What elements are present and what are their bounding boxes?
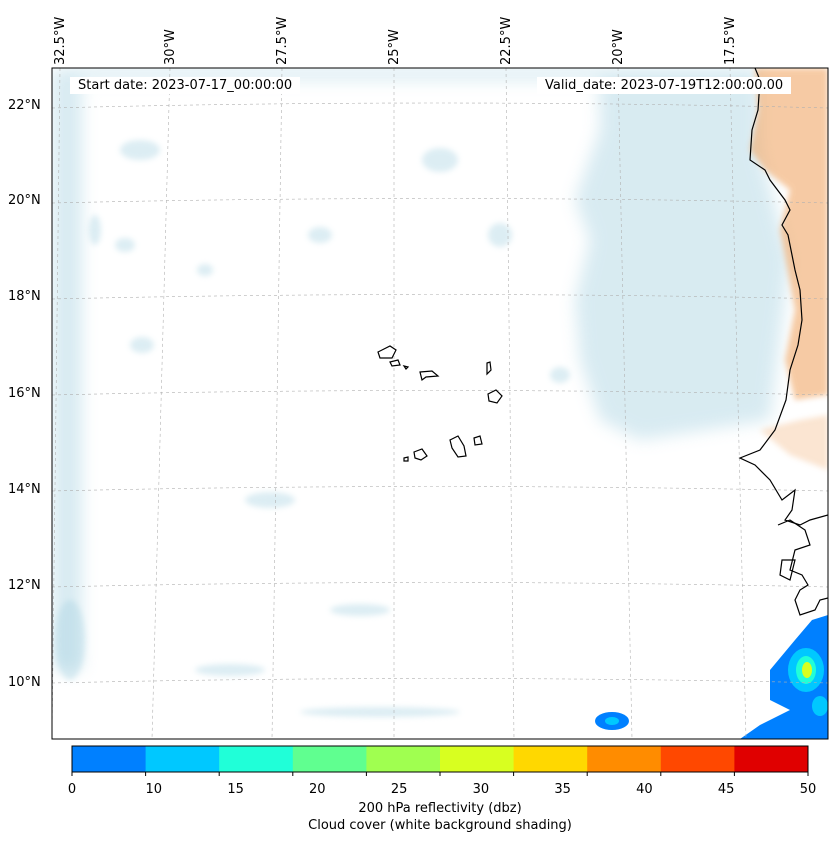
cloud-strip-west	[52, 70, 82, 670]
colorbar-tick-label: 15	[227, 782, 244, 797]
cloud-blob	[245, 492, 295, 508]
cloud-blob	[89, 215, 101, 245]
colorbar-segment	[366, 746, 441, 772]
cloud-blob	[130, 337, 154, 353]
cloud-blob	[120, 140, 160, 160]
lon-label: 30°W	[163, 29, 178, 65]
cloud-blob	[55, 600, 85, 680]
cloud-region-east	[575, 68, 790, 440]
orange-shading-land	[750, 68, 828, 470]
colorbar-segment	[513, 746, 588, 772]
colorbar-segment	[660, 746, 735, 772]
lat-label: 12°N	[8, 578, 41, 593]
parallel	[52, 678, 828, 684]
map-frame	[51, 67, 829, 740]
lat-label: 10°N	[8, 675, 41, 690]
start-date-label: Start date: 2023-07-17_00:00:00	[70, 77, 301, 94]
meridian	[52, 68, 61, 739]
colorbar-tick-label: 50	[799, 782, 817, 797]
island-santa-luzia	[402, 365, 410, 370]
parallel	[52, 198, 828, 204]
parallel	[52, 486, 828, 492]
cloud-blob	[300, 707, 460, 717]
parallel	[52, 102, 828, 109]
meridian	[729, 68, 747, 739]
reflectivity-cells	[595, 615, 828, 739]
island-sao-vicente	[389, 359, 401, 367]
colorbar-segment	[72, 746, 147, 772]
cloud-blob	[422, 148, 458, 172]
island-santo-antao	[377, 345, 397, 359]
lat-label: 18°N	[8, 289, 41, 304]
colorbar-tick-label: 30	[472, 782, 490, 797]
cloud-blob	[197, 264, 213, 276]
colorbar-tick-label: 40	[636, 782, 653, 797]
colorbar-tick-label: 10	[145, 782, 163, 797]
colorbar-segment	[734, 746, 809, 772]
island-maio	[473, 435, 483, 446]
cloud-blobs	[55, 140, 570, 717]
colorbar-tick-label: 25	[390, 782, 408, 797]
cloud-blob	[488, 223, 512, 247]
lon-label: 22.5°W	[499, 16, 514, 65]
parallel	[52, 582, 828, 588]
cloud-blob	[308, 227, 332, 243]
colorbar-segment	[145, 746, 220, 772]
graticule	[52, 68, 828, 739]
meridian	[505, 68, 515, 739]
lon-label: 20°W	[611, 29, 626, 65]
colorbar-segment	[440, 746, 515, 772]
colorbar-tick-label: 35	[554, 782, 571, 797]
island-brava	[403, 456, 409, 462]
lat-label: 16°N	[8, 386, 41, 401]
lon-label: 25°W	[387, 29, 402, 65]
colorbar-segment	[587, 746, 662, 772]
africa-coastline	[738, 68, 828, 616]
reflectivity-cell-southeast	[740, 615, 828, 739]
meridian	[271, 68, 283, 739]
meridian	[617, 68, 633, 739]
valid-date-label: Valid_date: 2023-07-19T12:00:00.00	[537, 77, 792, 94]
lon-label: 17.5°W	[723, 16, 738, 65]
lat-label: 20°N	[8, 193, 41, 208]
lon-label: 27.5°W	[275, 16, 290, 65]
colorbar-tick-label: 45	[717, 782, 735, 797]
cloud-blob	[195, 664, 265, 676]
reflectivity-cell-southeast-core	[802, 662, 812, 678]
colorbar-frame	[71, 745, 809, 773]
island-sal	[486, 361, 492, 376]
colorbar-label: 200 hPa reflectivity (dbz)	[358, 801, 522, 816]
cloud-cover-shading	[52, 68, 790, 670]
cloud-blob	[550, 367, 570, 383]
colorbar-segment	[219, 746, 294, 772]
colorbar	[71, 746, 809, 776]
colorbar-tick-label: 20	[309, 782, 326, 797]
lon-label: 32.5°W	[53, 16, 68, 65]
lat-label: 14°N	[8, 482, 41, 497]
lat-label: 22°N	[8, 98, 41, 113]
parallel	[52, 294, 828, 300]
island-boa-vista	[487, 389, 503, 404]
colorbar-segment	[292, 746, 367, 772]
meridian	[151, 68, 171, 739]
island-sao-nicolau	[419, 370, 440, 382]
colorbar-tick-label: 0	[67, 782, 77, 797]
island-fogo	[413, 448, 428, 461]
island-santiago	[449, 435, 467, 458]
reflectivity-cell-small-core	[605, 717, 619, 725]
cloud-blob	[330, 604, 390, 616]
reflectivity-cell-southeast-core	[812, 696, 828, 716]
cape-verde-islands	[377, 345, 503, 462]
cloud-blob	[115, 238, 135, 252]
colorbar-sublabel: Cloud cover (white background shading)	[308, 818, 572, 833]
parallel	[52, 390, 828, 396]
